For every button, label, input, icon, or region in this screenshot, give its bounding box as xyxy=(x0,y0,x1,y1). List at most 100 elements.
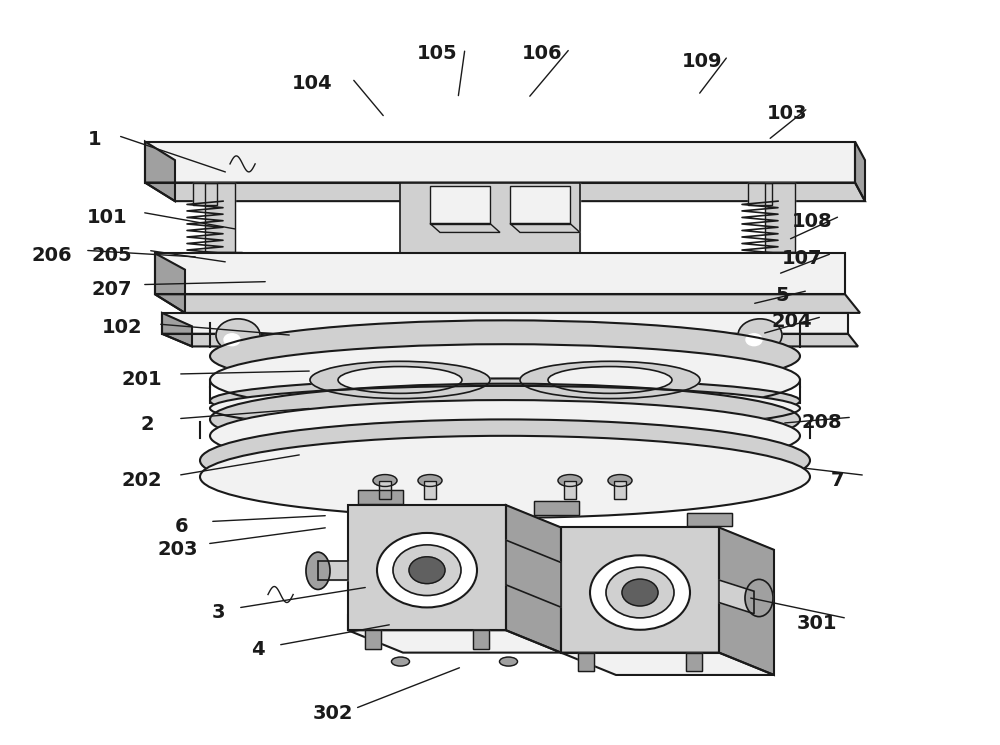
Polygon shape xyxy=(145,183,865,201)
Text: 207: 207 xyxy=(92,279,132,299)
Ellipse shape xyxy=(738,319,782,352)
Polygon shape xyxy=(379,481,391,499)
Polygon shape xyxy=(614,481,626,499)
Ellipse shape xyxy=(622,579,658,606)
Polygon shape xyxy=(719,527,774,675)
Ellipse shape xyxy=(210,384,800,455)
Polygon shape xyxy=(578,653,594,671)
Polygon shape xyxy=(162,334,858,346)
Polygon shape xyxy=(855,142,865,201)
Ellipse shape xyxy=(210,378,800,423)
Ellipse shape xyxy=(558,475,582,486)
Text: 104: 104 xyxy=(292,74,332,93)
Polygon shape xyxy=(162,313,192,346)
Text: 203: 203 xyxy=(158,539,198,559)
Ellipse shape xyxy=(392,657,410,666)
Ellipse shape xyxy=(608,475,632,486)
Polygon shape xyxy=(193,183,217,205)
Polygon shape xyxy=(400,183,580,253)
Ellipse shape xyxy=(210,320,800,392)
Polygon shape xyxy=(561,527,719,653)
Ellipse shape xyxy=(472,335,508,358)
Text: 101: 101 xyxy=(87,208,127,227)
Polygon shape xyxy=(145,142,175,201)
Text: 201: 201 xyxy=(122,370,162,390)
Polygon shape xyxy=(318,562,348,580)
Ellipse shape xyxy=(409,557,445,583)
Polygon shape xyxy=(198,252,242,270)
Polygon shape xyxy=(145,142,855,183)
Text: 6: 6 xyxy=(175,517,189,536)
Text: 1: 1 xyxy=(88,130,102,149)
Ellipse shape xyxy=(746,334,762,346)
Ellipse shape xyxy=(758,263,802,278)
Text: 302: 302 xyxy=(313,704,353,723)
Ellipse shape xyxy=(310,361,490,399)
Ellipse shape xyxy=(262,335,298,358)
Polygon shape xyxy=(510,224,580,232)
Polygon shape xyxy=(365,630,381,649)
Text: 106: 106 xyxy=(522,44,562,63)
Ellipse shape xyxy=(338,367,462,393)
Polygon shape xyxy=(561,653,774,675)
Text: 204: 204 xyxy=(772,312,812,332)
Polygon shape xyxy=(686,653,702,671)
Polygon shape xyxy=(430,224,500,232)
Ellipse shape xyxy=(373,475,397,486)
Text: 108: 108 xyxy=(792,212,832,231)
Polygon shape xyxy=(400,253,595,264)
Polygon shape xyxy=(510,186,570,224)
Ellipse shape xyxy=(590,555,690,630)
Polygon shape xyxy=(155,253,845,294)
Polygon shape xyxy=(564,481,576,499)
Text: 4: 4 xyxy=(251,640,265,659)
Polygon shape xyxy=(424,481,436,499)
Polygon shape xyxy=(155,253,185,313)
Text: 103: 103 xyxy=(767,104,807,123)
Text: 7: 7 xyxy=(830,471,844,490)
Ellipse shape xyxy=(606,567,674,618)
Polygon shape xyxy=(358,490,403,504)
Text: 208: 208 xyxy=(802,413,842,432)
Ellipse shape xyxy=(745,580,773,617)
Text: 102: 102 xyxy=(102,318,142,337)
Ellipse shape xyxy=(377,533,477,607)
Ellipse shape xyxy=(393,545,461,595)
Polygon shape xyxy=(205,183,235,252)
Text: 109: 109 xyxy=(682,51,722,71)
Ellipse shape xyxy=(210,400,800,472)
Polygon shape xyxy=(348,505,506,630)
Text: 2: 2 xyxy=(140,415,154,434)
Ellipse shape xyxy=(216,319,260,352)
Polygon shape xyxy=(506,505,561,653)
Text: 206: 206 xyxy=(32,246,72,265)
Ellipse shape xyxy=(548,367,672,393)
Text: 202: 202 xyxy=(122,471,162,490)
Ellipse shape xyxy=(520,361,700,399)
Polygon shape xyxy=(348,630,561,653)
Polygon shape xyxy=(430,186,490,224)
Polygon shape xyxy=(687,513,732,526)
Polygon shape xyxy=(473,630,489,649)
Ellipse shape xyxy=(198,263,242,278)
Text: 301: 301 xyxy=(797,614,837,633)
Ellipse shape xyxy=(499,657,518,666)
Ellipse shape xyxy=(306,552,330,589)
Polygon shape xyxy=(155,294,860,313)
Ellipse shape xyxy=(200,436,810,518)
Ellipse shape xyxy=(224,334,240,346)
Polygon shape xyxy=(712,346,744,468)
Polygon shape xyxy=(748,183,772,205)
Text: 107: 107 xyxy=(782,249,822,268)
Text: 105: 105 xyxy=(417,44,457,63)
Ellipse shape xyxy=(200,419,810,501)
Ellipse shape xyxy=(210,344,800,416)
Text: 3: 3 xyxy=(211,603,225,622)
Ellipse shape xyxy=(692,335,728,358)
Ellipse shape xyxy=(210,386,800,431)
Polygon shape xyxy=(506,540,561,607)
Polygon shape xyxy=(162,313,848,334)
Polygon shape xyxy=(534,501,578,515)
Polygon shape xyxy=(272,346,304,468)
Polygon shape xyxy=(758,252,802,270)
